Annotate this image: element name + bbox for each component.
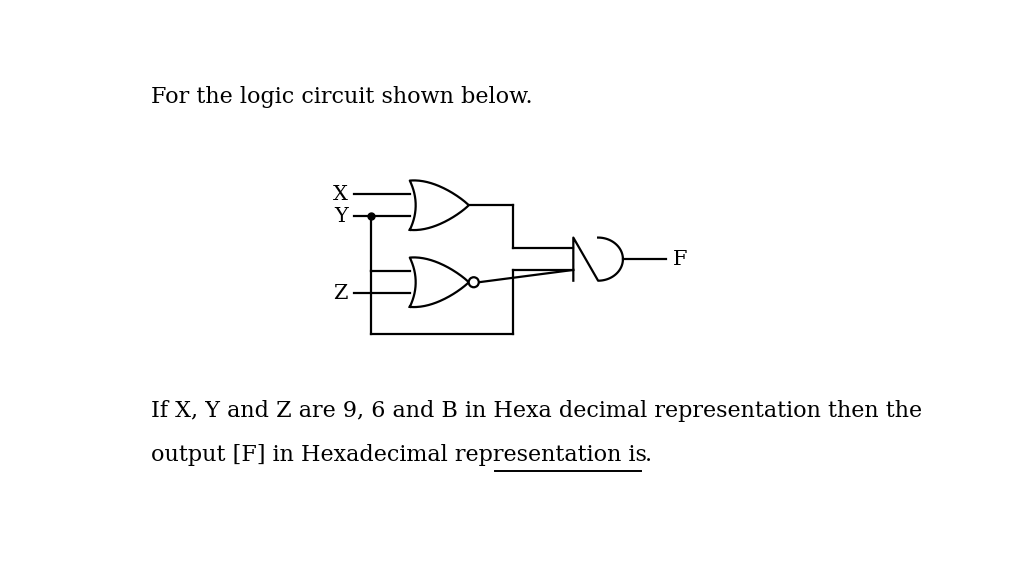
Text: Y: Y [334,207,347,226]
Text: F: F [673,250,688,268]
Text: Z: Z [333,284,347,303]
Polygon shape [409,181,468,230]
Circle shape [468,277,479,287]
Text: For the logic circuit shown below.: For the logic circuit shown below. [151,86,533,108]
Text: output [F] in Hexadecimal representation is: output [F] in Hexadecimal representation… [151,444,647,466]
Text: If X, Y and Z are 9, 6 and B in Hexa decimal representation then the: If X, Y and Z are 9, 6 and B in Hexa dec… [151,400,922,422]
Polygon shape [573,238,622,281]
Text: X: X [333,185,347,204]
Text: .: . [644,444,651,466]
Polygon shape [409,257,468,307]
